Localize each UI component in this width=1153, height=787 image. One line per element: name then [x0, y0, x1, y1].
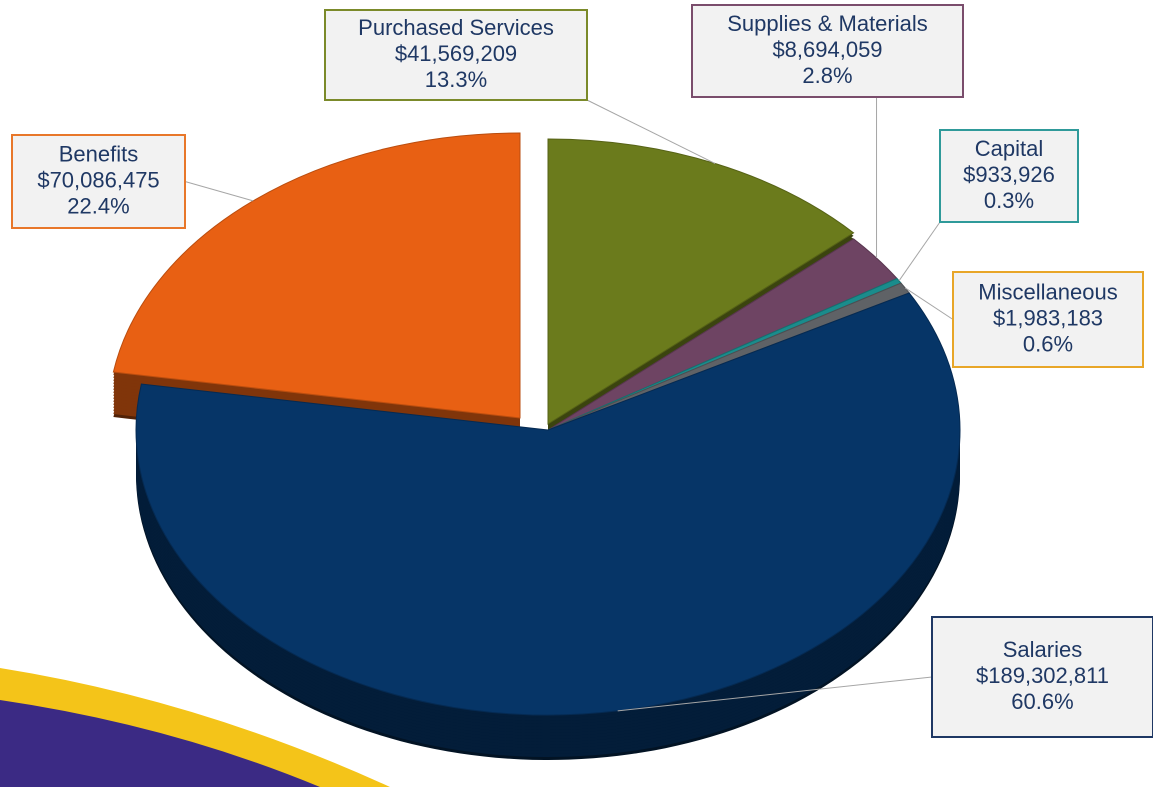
category-label: Purchased Services	[358, 15, 554, 40]
pie	[113, 133, 960, 760]
percent-label: 13.3%	[425, 67, 487, 92]
percent-label: 60.6%	[1011, 689, 1073, 714]
value-label: $1,983,183	[993, 305, 1103, 330]
leader-line	[899, 222, 940, 281]
value-label: $41,569,209	[395, 41, 517, 66]
percent-label: 0.3%	[984, 188, 1034, 213]
value-label: $70,086,475	[37, 167, 159, 192]
percent-label: 22.4%	[67, 193, 129, 218]
value-label: $933,926	[963, 162, 1055, 187]
chart: Purchased Services$41,569,20913.3% Suppli…	[0, 0, 1153, 787]
value-label: $189,302,811	[976, 663, 1109, 688]
leader-line	[185, 182, 253, 201]
percent-label: 2.8%	[802, 63, 852, 88]
category-label: Miscellaneous	[978, 279, 1117, 304]
category-label: Benefits	[59, 141, 139, 166]
category-label: Capital	[975, 136, 1043, 161]
value-label: $8,694,059	[772, 37, 882, 62]
category-label: Supplies & Materials	[727, 11, 928, 36]
category-label: Salaries	[1003, 637, 1082, 662]
percent-label: 0.6%	[1023, 331, 1073, 356]
